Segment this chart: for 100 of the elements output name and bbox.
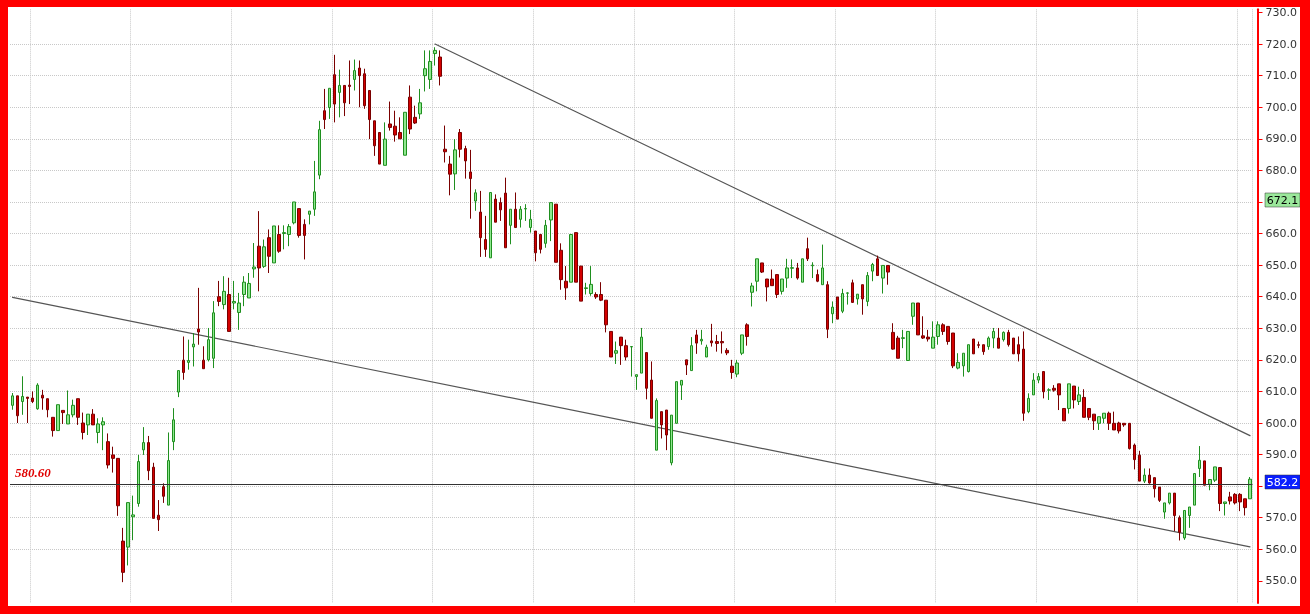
candlestick xyxy=(1168,492,1171,505)
ref-line-label: 580.60 xyxy=(15,465,52,481)
candlestick xyxy=(1248,476,1252,500)
candlestick xyxy=(448,155,452,196)
candlestick xyxy=(911,302,915,326)
candlestick xyxy=(474,188,477,212)
candlestick xyxy=(272,225,276,264)
candlestick xyxy=(277,224,281,254)
candlestick xyxy=(861,284,864,316)
candlestick xyxy=(36,382,39,411)
candlestick xyxy=(333,54,336,123)
candlestick xyxy=(1027,392,1030,414)
candlestick xyxy=(660,411,663,439)
y-tick-label: 640.0 xyxy=(1265,290,1298,304)
candlestick xyxy=(665,409,668,451)
candlestick xyxy=(403,111,407,156)
candlestick xyxy=(750,282,754,307)
candlestick xyxy=(217,280,221,307)
candlestick xyxy=(1022,330,1025,422)
candlestick xyxy=(1042,371,1045,399)
candlestick xyxy=(147,435,150,481)
candlestick xyxy=(640,327,643,374)
candlestick xyxy=(262,239,266,269)
candlestick xyxy=(1128,422,1131,451)
candlestick xyxy=(745,322,749,347)
candlestick xyxy=(182,335,185,381)
candlestick xyxy=(363,68,366,110)
candlestick xyxy=(670,414,673,466)
candlestick xyxy=(1012,337,1015,355)
candlestick xyxy=(1158,486,1161,503)
candlestick xyxy=(433,46,437,67)
candlestick xyxy=(418,88,422,120)
candlestick xyxy=(1138,450,1141,482)
candlestick xyxy=(876,255,879,277)
candlestick xyxy=(494,193,497,223)
candlestick xyxy=(489,191,492,259)
candlestick xyxy=(297,208,301,239)
candlestick xyxy=(81,412,85,440)
candlestick xyxy=(705,344,708,358)
candlestick xyxy=(680,379,683,401)
y-tick-label: 700.0 xyxy=(1265,100,1298,114)
candlestick xyxy=(509,208,512,245)
candlestick xyxy=(796,262,799,281)
candlestick xyxy=(806,237,809,262)
candlestick xyxy=(453,138,457,191)
candlestick xyxy=(730,359,734,380)
candlestick xyxy=(1203,460,1206,486)
candlestick xyxy=(816,269,819,283)
y-tick-label: 660.0 xyxy=(1265,227,1298,241)
candlestick xyxy=(650,360,653,419)
candlestick xyxy=(484,215,487,258)
y-tick-label: 570.0 xyxy=(1265,511,1298,525)
candlestick xyxy=(61,409,65,425)
candlestick xyxy=(26,396,29,424)
candlestick xyxy=(1062,407,1066,422)
candlestick xyxy=(76,398,80,426)
text: 582.2 xyxy=(1266,475,1299,489)
candlestick xyxy=(760,262,764,274)
candlestick xyxy=(323,88,326,130)
candlestick xyxy=(308,210,311,225)
candlestick xyxy=(137,454,140,508)
candlestick xyxy=(212,300,215,369)
candlestick xyxy=(1007,329,1010,348)
candlestick xyxy=(187,339,190,371)
candlestick xyxy=(685,359,688,376)
candlestick xyxy=(192,332,195,367)
candlestick xyxy=(1072,385,1076,409)
candlestick xyxy=(313,160,316,217)
candlestick xyxy=(529,209,532,234)
candlestick xyxy=(871,262,874,282)
candlestick xyxy=(1037,372,1040,384)
candlestick xyxy=(569,233,573,283)
candlestick xyxy=(1188,506,1191,529)
candlestick xyxy=(831,300,834,324)
candlestick xyxy=(1173,492,1176,532)
y-tick-label: 650.0 xyxy=(1265,258,1298,272)
y-tick-label: 680.0 xyxy=(1265,163,1298,177)
candlestick xyxy=(222,275,226,310)
candlestick xyxy=(142,426,145,456)
candlestick xyxy=(811,261,814,279)
candlestick xyxy=(1163,502,1166,520)
text: 672.1 xyxy=(1266,193,1299,207)
candlestick xyxy=(609,330,613,358)
candlestick xyxy=(358,60,361,108)
candlestick xyxy=(177,370,180,398)
candlestick xyxy=(821,244,824,286)
candlestick xyxy=(846,291,849,306)
candlestick xyxy=(826,280,829,339)
candlestick xyxy=(1153,477,1156,499)
y-tick-label: 550.0 xyxy=(1265,574,1298,588)
candlestick xyxy=(1017,335,1020,362)
candlestick xyxy=(378,131,381,165)
candlestick xyxy=(121,527,125,583)
candlestick xyxy=(458,128,462,158)
candlestick xyxy=(51,416,55,438)
candlestick xyxy=(982,344,985,356)
candlestick xyxy=(303,218,306,260)
candlestick xyxy=(318,120,321,180)
candlestick xyxy=(710,323,713,348)
candlestick xyxy=(1198,445,1201,478)
